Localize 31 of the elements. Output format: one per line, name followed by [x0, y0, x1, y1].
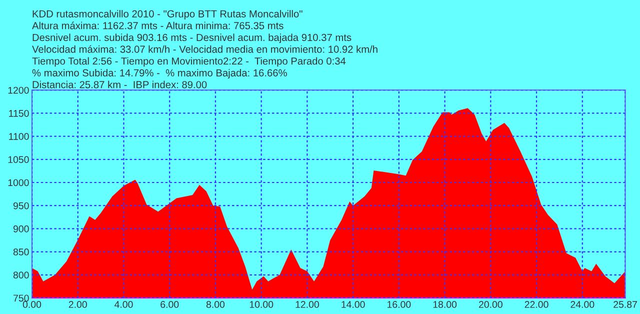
y-tick-label: 950	[13, 202, 29, 210]
text: Distancia: 25.87 km - IBP index: 89.00	[32, 80, 207, 88]
x-tick-label: 10.00	[250, 301, 274, 308]
text: % maximo Subida: 14.79% - % maximo Bajada: 16.66%	[32, 69, 287, 78]
x-tick-label: 0.00	[22, 301, 42, 308]
x-tick-label: 12.00	[296, 301, 319, 308]
x-tick-label: 6.00	[160, 301, 179, 308]
y-tick-label: 800	[13, 272, 29, 279]
chart-title: KDD rutasmoncalvillo 2010 - "Grupo BTT Rutas Moncalvillo"	[32, 10, 302, 20]
x-tick-label: 14.00	[342, 301, 365, 308]
x-tick-label: 18.00	[433, 301, 457, 308]
x-tick-label: 22.00	[524, 301, 548, 308]
x-tick-label: 25.87	[614, 301, 637, 308]
x-tick-label: 2.00	[68, 301, 87, 308]
x-tick-label: 8.00	[206, 301, 225, 308]
x-tick-label: 24.00	[570, 301, 594, 308]
x-tick-label: 16.00	[388, 301, 411, 308]
text: Tiempo Total 2:56 - Tiempo en Movimiento2:22 - Tiempo Parado 0:34	[32, 57, 346, 67]
text: Altura máxima: 1162.37 mts - Altura minima: 765.35 mts	[32, 22, 284, 30]
y-tick-label: 850	[13, 248, 29, 256]
text: Desnivel acum. subida 903.16 mts - Desnivel acum. bajada 910.37 mts	[32, 34, 352, 44]
y-tick-label: 1150	[9, 110, 29, 117]
y-tick-label: 1000	[8, 179, 29, 186]
text: Velocidad máxima: 33.07 km/h - Velocidad media en movimiento: 10.92 km/h	[32, 45, 378, 53]
y-tick-label: 750	[14, 294, 29, 302]
x-tick-label: 20.00	[478, 301, 502, 308]
y-tick-label: 900	[13, 225, 29, 232]
x-tick-label: 4.00	[114, 301, 133, 308]
y-tick-label: 1100	[9, 133, 29, 140]
y-tick-label: 1050	[8, 156, 29, 164]
y-tick-label: 1200	[8, 86, 29, 94]
